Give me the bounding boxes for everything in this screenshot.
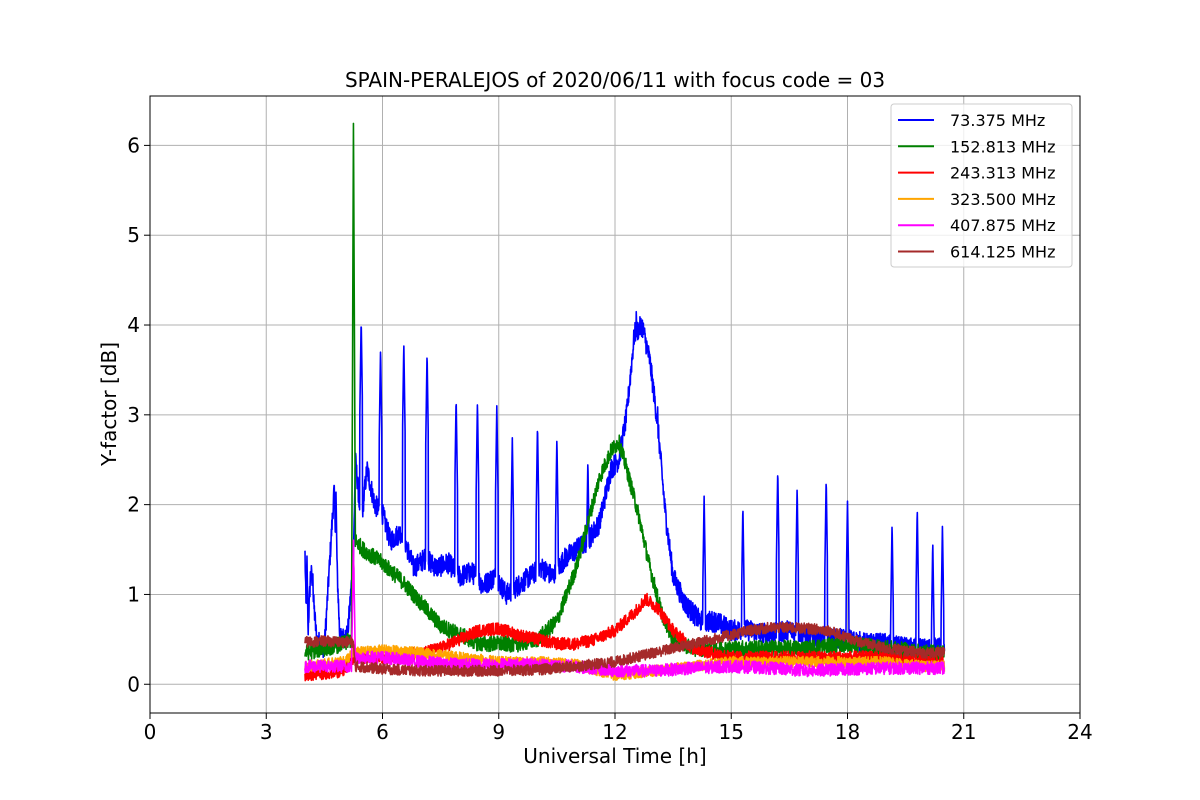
x-tick-label: 21	[951, 720, 976, 744]
x-tick-label: 3	[260, 720, 273, 744]
legend-box	[890, 103, 1073, 268]
x-axis-label: Universal Time [h]	[523, 744, 706, 768]
series-line	[304, 644, 946, 682]
y-tick-label: 3	[127, 403, 140, 427]
y-tick-label: 6	[127, 133, 140, 157]
x-tick-label: 18	[835, 720, 860, 744]
x-tick-label: 6	[376, 720, 389, 744]
legend-label: 243.313 MHz	[950, 164, 1055, 183]
legend-label: 152.813 MHz	[950, 137, 1055, 156]
series-lines	[304, 122, 946, 682]
x-tick-label: 0	[144, 720, 157, 744]
legend-label: 614.125 MHz	[950, 243, 1055, 262]
legend: 73.375 MHz 152.813 MHz 243.313 MHz 323.500 …	[890, 103, 1073, 268]
x-tick-label: 12	[602, 720, 627, 744]
series-line	[304, 539, 946, 678]
y-tick-label: 0	[127, 672, 140, 696]
x-tick-label: 24	[1067, 720, 1092, 744]
legend-label: 407.875 MHz	[950, 216, 1055, 235]
y-axis-label: Y-factor [dB]	[97, 342, 121, 467]
y-tick-label: 4	[127, 313, 140, 337]
y-tick-label: 5	[127, 223, 140, 247]
series-line	[304, 122, 946, 662]
legend-label: 73.375 MHz	[950, 111, 1045, 130]
chart-title: SPAIN-PERALEJOS of 2020/06/11 with focus…	[345, 68, 885, 92]
x-tick-label: 9	[492, 720, 505, 744]
x-tick-label: 15	[719, 720, 744, 744]
series-line	[304, 621, 946, 677]
legend-label: 323.500 MHz	[950, 190, 1055, 209]
y-tick-label: 2	[127, 493, 140, 517]
y-tick-label: 1	[127, 582, 140, 606]
